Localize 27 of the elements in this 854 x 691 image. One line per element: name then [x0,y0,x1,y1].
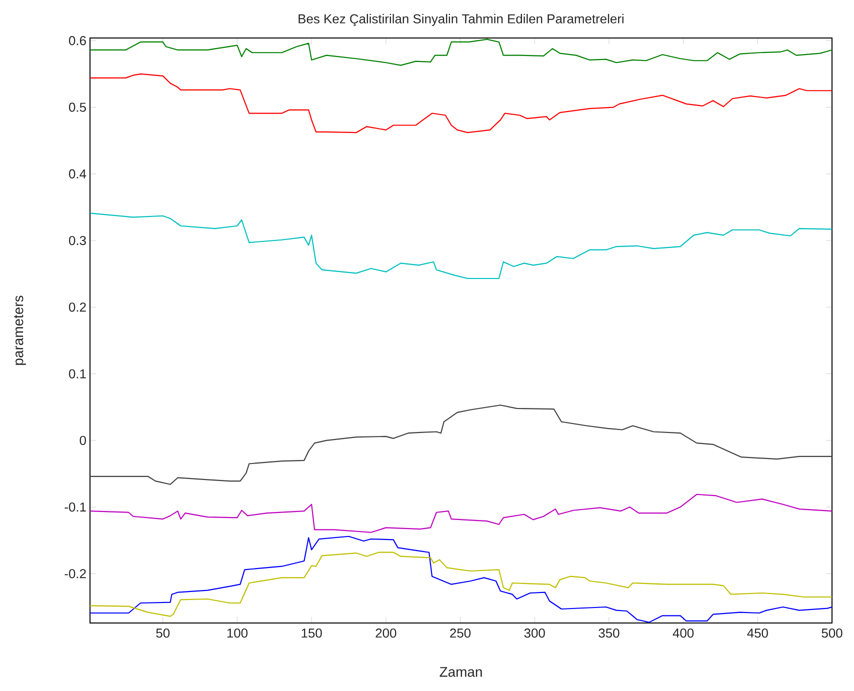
y-tick-label: 0.1 [68,369,86,378]
line-series [90,404,832,485]
x-tick-label: 500 [822,628,842,638]
y-tick-label: 0.3 [68,236,86,246]
x-tick-label: 100 [227,628,248,638]
line-series [90,536,832,623]
y-tick-label: 0 [80,436,86,445]
x-tick-label: 150 [302,628,322,638]
x-axis-title: Zaman [440,667,482,677]
y-tick-label: -0.1 [64,502,86,512]
x-tick-label: 350 [598,628,620,638]
x-tick-label: 50 [156,628,170,638]
x-tick-label: 400 [672,628,694,638]
y-tick-label: 0.2 [68,302,86,312]
x-tick-label: 250 [450,628,471,638]
y-axis-title: parameters [14,296,26,365]
x-tick-label: 200 [376,628,396,638]
y-tick-label: 0.4 [68,169,86,178]
y-tick-label: 0.6 [68,36,86,46]
chart-title: Bes Kez Çalistirilan Sinyalin Tahmin Edilen Parametreleri [298,14,624,26]
x-tick-label: 300 [524,628,545,638]
line-series [90,38,832,66]
x-tick-label: 450 [747,628,768,638]
line-series [90,73,832,134]
y-tick-label: -0.2 [64,569,86,578]
y-tick-label: 0.5 [68,102,86,112]
line-series [90,494,832,533]
